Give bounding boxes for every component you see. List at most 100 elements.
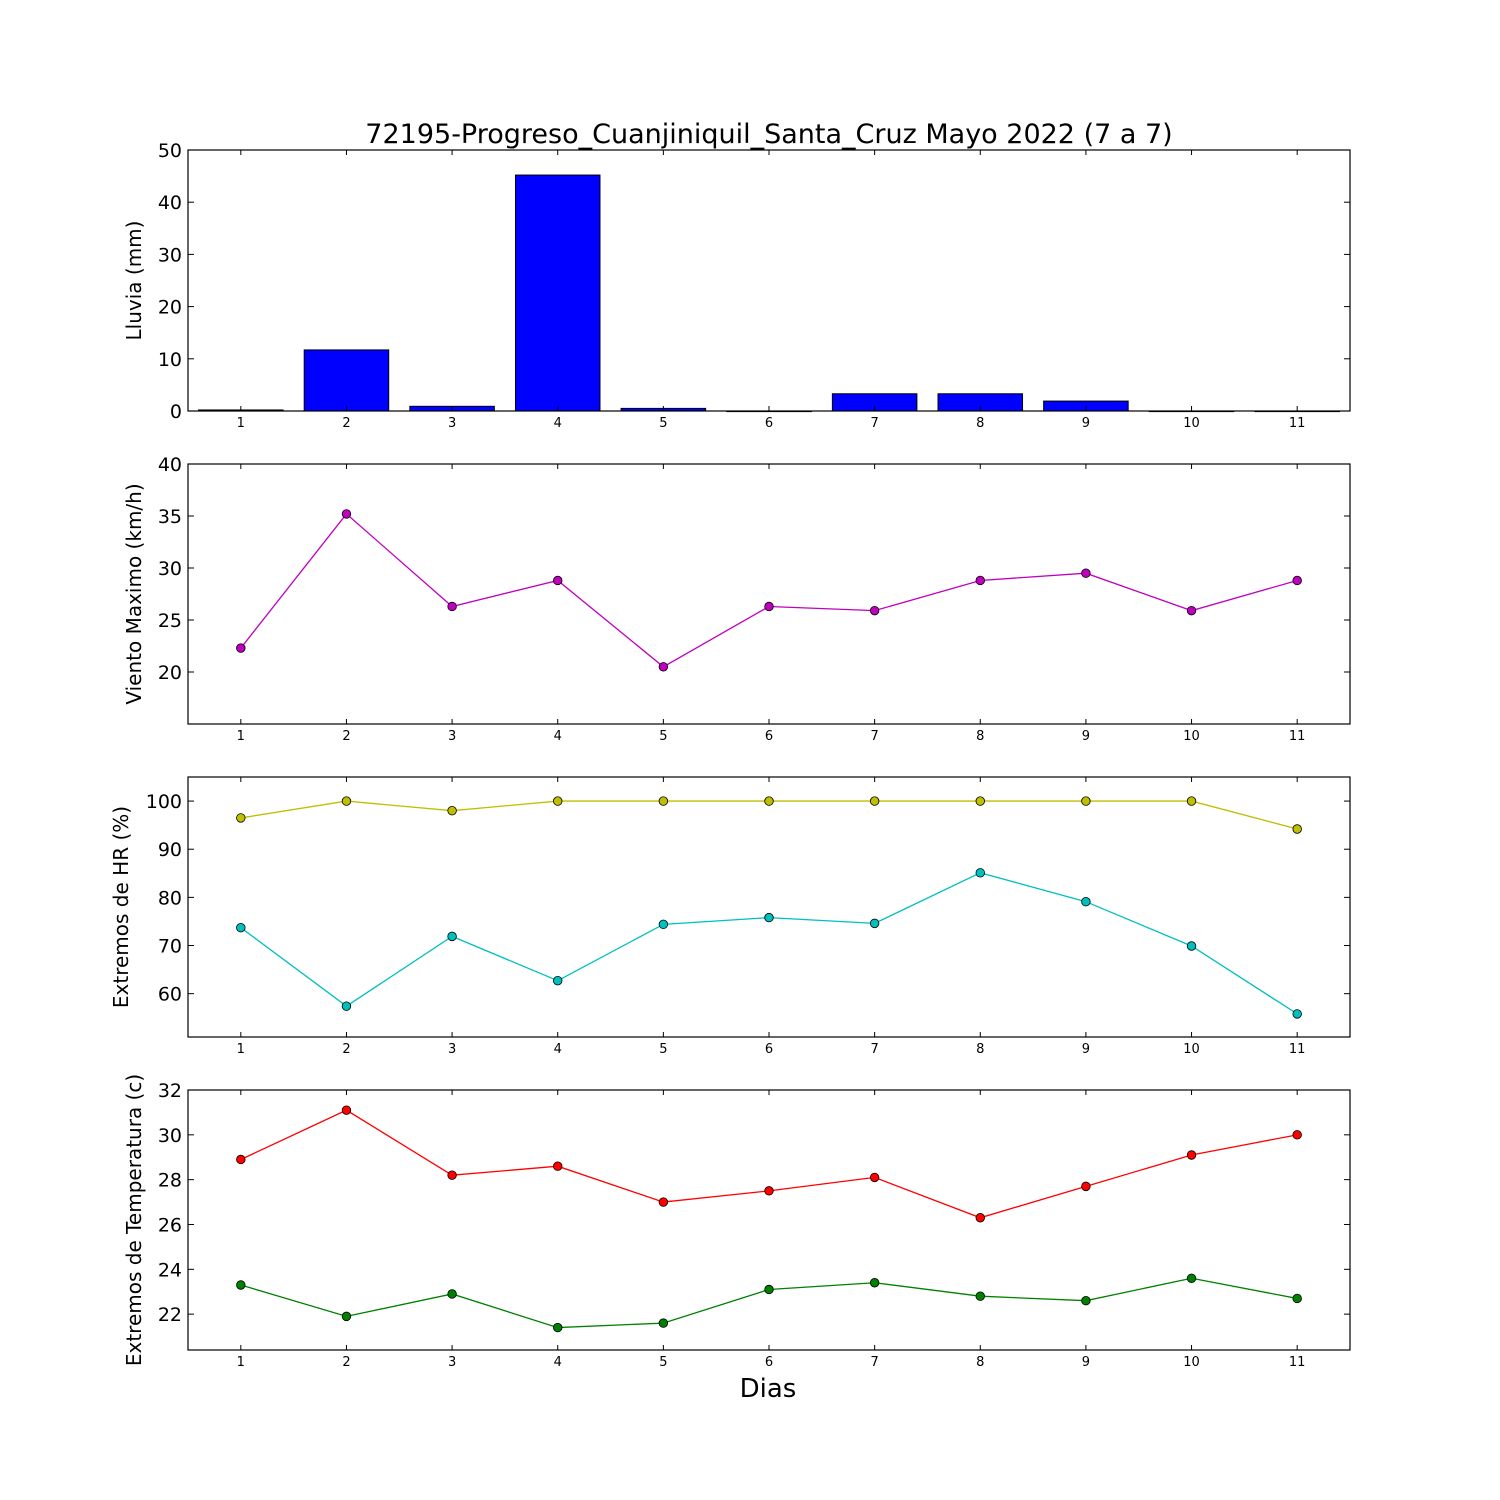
y-tick-label: 28 [158, 1170, 182, 1192]
data-point [341, 1105, 352, 1115]
data-point [447, 1289, 457, 1299]
data-point [869, 1278, 880, 1288]
x-tick-label: 2 [342, 729, 350, 744]
x-tick-label: 11 [1289, 416, 1306, 431]
y-tick-label: 60 [158, 984, 182, 1006]
data-point [553, 575, 563, 586]
data-point [658, 919, 669, 930]
data-point [1186, 796, 1197, 806]
data-point [341, 796, 352, 806]
y-axis-label: Lluvia (mm) [122, 221, 146, 341]
data-point [447, 806, 457, 816]
data-point [553, 796, 563, 806]
x-tick-label: 6 [765, 1042, 773, 1057]
data-point [1292, 824, 1302, 834]
x-tick-label: 3 [448, 1355, 456, 1370]
y-tick-label: 0 [170, 401, 182, 423]
x-tick-label: 8 [976, 1042, 984, 1057]
data-point [236, 1280, 246, 1290]
data-point [869, 1172, 880, 1183]
data-point [1186, 1150, 1197, 1160]
x-tick-label: 7 [870, 1042, 878, 1057]
x-tick-label: 4 [554, 1355, 562, 1370]
data-point [341, 1311, 352, 1322]
data-point [764, 601, 774, 612]
x-tick-label: 9 [1082, 1355, 1090, 1370]
data-point [1081, 1295, 1091, 1306]
data-point [236, 813, 246, 823]
y-tick-label: 90 [158, 839, 182, 861]
data-point [1081, 796, 1091, 806]
data-point [1292, 1130, 1302, 1140]
data-point [1081, 1181, 1091, 1192]
data-point [658, 1318, 669, 1328]
y-tick-label: 40 [158, 192, 182, 214]
x-tick-label: 5 [659, 416, 667, 431]
x-tick-label: 1 [237, 1355, 245, 1370]
x-tick-label: 2 [342, 1042, 350, 1057]
data-point [764, 912, 774, 923]
data-point [1292, 1009, 1302, 1019]
x-tick-label: 7 [870, 1355, 878, 1370]
x-tick-label: 7 [870, 416, 878, 431]
data-point [975, 796, 985, 806]
x-tick-label: 1 [237, 416, 245, 431]
y-axis-label: Extremos de HR (%) [109, 806, 133, 1008]
data-point [975, 1291, 985, 1301]
x-tick-label: 6 [765, 729, 773, 744]
x-tick-label: 11 [1289, 1355, 1306, 1370]
x-tick-label: 11 [1289, 1042, 1306, 1057]
data-point [341, 509, 352, 519]
x-tick-label: 5 [659, 1042, 667, 1057]
data-point [1081, 897, 1091, 907]
data-point [1186, 1273, 1197, 1283]
x-tick-label: 8 [976, 1355, 984, 1370]
data-point [658, 662, 669, 672]
x-tick-label: 6 [765, 1355, 773, 1370]
y-tick-label: 40 [158, 454, 182, 476]
data-point [658, 1197, 669, 1207]
data-point [447, 1170, 457, 1180]
x-tick-label: 2 [342, 416, 350, 431]
y-tick-label: 24 [158, 1259, 182, 1281]
data-point [236, 643, 246, 653]
x-tick-label: 1 [237, 729, 245, 744]
x-tick-label: 9 [1082, 416, 1090, 431]
y-tick-label: 30 [158, 558, 182, 580]
x-tick-label: 4 [554, 416, 562, 431]
subplot-2: 1 2 3 4 5 6 7 8 9 10 11 20 25 30 35 40 Viento Maximo (km… [122, 454, 1351, 744]
y-tick-label: 35 [158, 506, 182, 528]
x-tick-label: 3 [448, 1042, 456, 1057]
data-point [553, 975, 563, 986]
y-tick-label: 100 [146, 791, 182, 813]
data-point [658, 796, 669, 806]
y-tick-label: 10 [158, 349, 182, 371]
y-tick-label: 70 [158, 936, 182, 958]
x-tick-label: 8 [976, 729, 984, 744]
data-point [1292, 575, 1302, 586]
data-point [1081, 568, 1091, 578]
x-tick-label: 4 [554, 729, 562, 744]
data-point [236, 923, 246, 933]
data-point [764, 796, 774, 806]
data-point [975, 868, 985, 878]
y-tick-label: 26 [158, 1214, 182, 1236]
x-tick-label: 9 [1082, 729, 1090, 744]
chart-title: 72195-Progreso_Cuanjiniquil_Santa_Cruz M… [365, 119, 1172, 150]
bar [303, 349, 390, 412]
x-tick-label: 8 [976, 416, 984, 431]
x-tick-label: 10 [1183, 416, 1200, 431]
subplot-4: 1 2 3 4 5 6 7 8 9 10 11 22 24 26 28 30 32 Extremos de Tem… [122, 1074, 1351, 1370]
data-point [236, 1154, 246, 1165]
y-tick-label: 50 [158, 140, 182, 162]
x-tick-label: 5 [659, 1355, 667, 1370]
y-tick-label: 25 [158, 610, 182, 632]
data-point [869, 605, 880, 616]
data-point [764, 1186, 774, 1196]
x-axis-label: Dias [740, 1374, 797, 1404]
y-axis-label: Extremos de Temperatura (c) [122, 1074, 146, 1366]
x-tick-label: 2 [342, 1355, 350, 1370]
